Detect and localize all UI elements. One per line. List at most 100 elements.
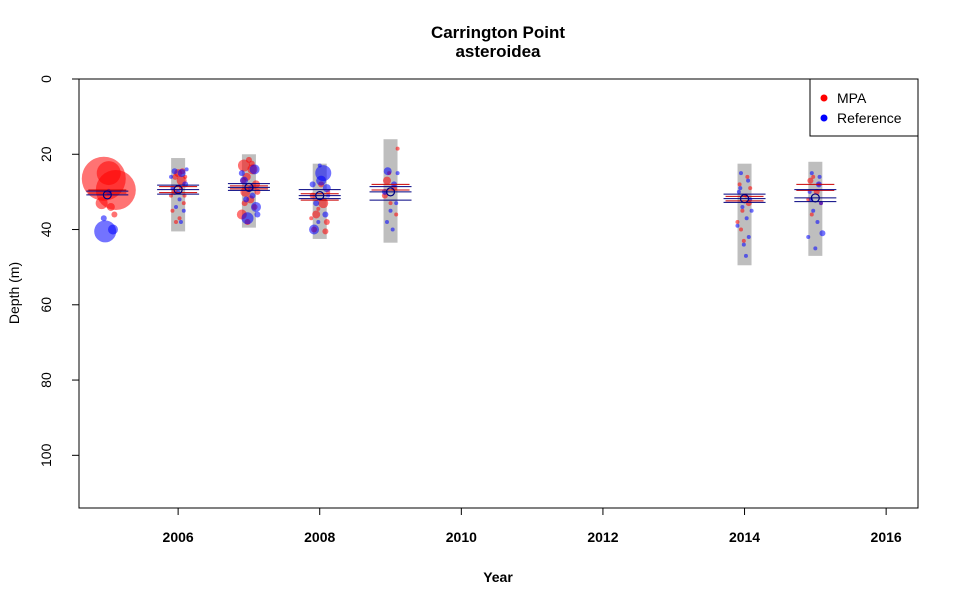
point-reference-57: [819, 201, 824, 206]
x-tick-label-2014: 2014: [729, 529, 760, 545]
mean-depth-lines: [86, 182, 837, 204]
point-mpa-40: [316, 206, 321, 211]
point-mpa-58: [741, 238, 746, 243]
point-reference-34: [383, 167, 392, 176]
point-reference-59: [815, 220, 820, 224]
x-tick-label-2010: 2010: [446, 529, 477, 545]
point-reference-48: [735, 223, 740, 228]
point-reference-58: [811, 208, 816, 213]
mean-marker-2014: [739, 194, 750, 204]
point-reference-25: [316, 175, 327, 186]
point-reference-21: [254, 211, 261, 218]
point-reference-46: [740, 204, 745, 209]
point-mpa-61: [811, 174, 816, 179]
point-reference-42: [738, 171, 743, 176]
point-mpa-65: [806, 197, 811, 202]
mean-marker-2007: [244, 182, 254, 192]
point-reference-50: [741, 242, 746, 247]
point-reference-33: [317, 163, 322, 168]
data-points: [81, 146, 826, 258]
y-tick-label-100: 100: [38, 443, 54, 467]
point-reference-49: [746, 235, 751, 240]
point-reference-60: [819, 230, 826, 237]
point-reference-1: [107, 224, 118, 235]
point-mpa-4: [106, 202, 115, 211]
y-tick-label-80: 80: [38, 372, 54, 388]
point-reference-62: [813, 246, 818, 251]
point-mpa-36: [323, 219, 330, 225]
point-mpa-59: [807, 177, 814, 184]
point-mpa-42: [309, 216, 314, 221]
point-reference-53: [749, 208, 754, 213]
point-reference-56: [807, 189, 812, 194]
y-axis: 0 20 40 60 80 100: [38, 75, 79, 467]
y-tick-label-40: 40: [38, 222, 54, 238]
point-mpa-23: [240, 186, 251, 197]
point-mpa-3: [95, 197, 108, 210]
point-reference-47: [744, 216, 749, 221]
plot-frame: [78, 78, 919, 509]
x-axis: 2006 2008 2010 2012 2014 2016: [163, 508, 902, 545]
point-reference-12: [184, 167, 189, 172]
depth-range-bars: [171, 139, 823, 266]
point-mpa-10: [170, 208, 175, 213]
point-reference-37: [394, 201, 399, 206]
depth-range-bar-2014: [737, 163, 752, 266]
point-reference-10: [173, 204, 178, 209]
point-mpa-57: [748, 186, 753, 191]
point-reference-41: [390, 227, 395, 232]
point-reference-27: [322, 184, 331, 193]
point-mpa-34: [318, 198, 329, 209]
legend-label-mpa: MPA: [837, 90, 867, 106]
legend-box: [809, 78, 919, 137]
point-mpa-52: [740, 208, 745, 213]
mean-marker-2015: [810, 193, 820, 203]
point-mpa-47: [388, 201, 393, 206]
point-reference-30: [309, 181, 316, 188]
point-reference-15: [249, 164, 260, 175]
point-reference-43: [746, 178, 751, 183]
chart-subtitle: asteroidea: [455, 42, 541, 61]
point-reference-8: [177, 197, 182, 202]
legend-marker-mpa: [820, 94, 828, 102]
point-mpa-19: [237, 159, 250, 172]
depth-range-bar-2009: [383, 139, 398, 243]
point-reference-2: [100, 215, 107, 222]
point-mpa-5: [111, 211, 118, 218]
point-mpa-56: [738, 227, 743, 232]
point-reference-5: [171, 168, 178, 175]
point-mpa-43: [382, 176, 391, 185]
point-reference-40: [384, 220, 389, 224]
point-reference-23: [249, 192, 256, 199]
point-reference-52: [738, 186, 743, 191]
point-reference-20: [243, 196, 250, 203]
point-mpa-15: [169, 193, 174, 198]
point-mpa-13: [173, 220, 178, 224]
point-reference-17: [251, 201, 262, 212]
x-tick-label-2012: 2012: [587, 529, 618, 545]
legend: MPA Reference: [809, 78, 919, 137]
point-mpa-17: [172, 173, 179, 180]
point-reference-63: [817, 174, 822, 179]
point-mpa-46: [395, 146, 400, 151]
legend-marker-reference: [820, 114, 828, 122]
point-reference-9: [181, 208, 186, 213]
mean-marker-2006: [173, 185, 183, 195]
y-tick-label-0: 0: [38, 75, 54, 83]
point-mpa-55: [745, 174, 750, 179]
point-mpa-28: [254, 188, 261, 195]
mean-marker-2009: [385, 187, 396, 197]
point-reference-54: [809, 171, 814, 176]
point-mpa-50: [737, 182, 742, 187]
point-reference-7: [170, 186, 175, 191]
point-reference-16: [241, 212, 254, 225]
point-reference-51: [743, 253, 748, 258]
point-reference-31: [316, 220, 321, 224]
point-mpa-9: [181, 201, 186, 206]
chart-title: Carrington Point: [431, 23, 565, 42]
x-tick-label-2008: 2008: [304, 529, 335, 545]
point-reference-6: [182, 181, 189, 188]
point-mpa-54: [735, 220, 740, 224]
point-reference-22: [238, 170, 245, 177]
